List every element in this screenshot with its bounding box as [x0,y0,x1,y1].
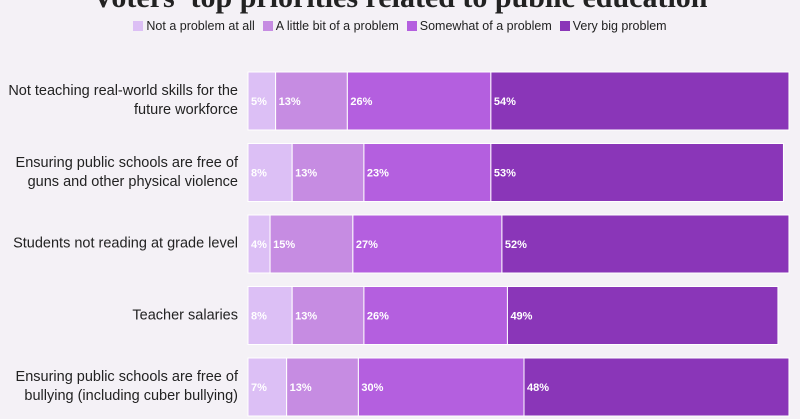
category-label: Ensuring public schools are free of guns… [15,154,238,190]
legend-label: Somewhat of a problem [419,19,552,33]
value-label: 13% [290,382,312,394]
bar-segment [506,286,779,345]
value-label: 48% [527,382,549,394]
bar-segment [490,143,784,202]
legend-swatch [559,21,570,31]
bar-segment [269,214,354,274]
value-label: 15% [273,239,295,251]
category-label: Teacher salaries [132,307,238,323]
bar-segment [363,286,508,345]
category-label: Ensuring public schools are free of bull… [15,369,238,404]
legend-swatch [262,21,273,31]
bar-segment [490,71,790,131]
bar-segment [247,71,277,131]
value-label: 54% [494,96,516,108]
bar-segment [247,286,293,345]
bar-segment [352,214,503,274]
value-label: 4% [251,239,267,251]
legend-item: A little bit of a problem [262,19,399,33]
bar-segment [357,357,525,417]
value-label: 26% [350,96,372,108]
bar-segment [501,214,790,274]
category-label: Students not reading at grade level [13,235,238,252]
legend-label: Very big problem [572,19,667,33]
legend-item: Not a problem at all [133,19,255,33]
value-label: 8% [251,311,267,323]
value-label: 53% [494,168,516,180]
legend-swatch [406,21,417,31]
legend-swatch [133,21,144,31]
legend: Not a problem at all A little bit of a pr… [0,19,800,33]
category-label: Not teaching real-world skills for the f… [8,83,238,118]
legend-label: A little bit of a problem [275,19,399,33]
value-label: 7% [251,382,267,394]
value-label: 5% [251,96,267,108]
bar-segment [247,143,293,202]
value-label: 8% [251,168,267,180]
bar-segment [523,357,790,417]
value-label: 23% [367,168,389,180]
value-label: 13% [279,96,301,108]
legend-item: Very big problem [559,19,667,33]
bar-segment [363,143,492,202]
legend-item: Somewhat of a problem [406,19,552,33]
value-label: 30% [361,382,383,394]
value-label: 26% [367,311,389,323]
chart-title: Voters' top priorities related to public… [0,0,800,15]
value-label: 52% [505,239,527,251]
value-label: 13% [295,168,317,180]
bar-segment [247,357,288,417]
bar-segment [291,286,365,345]
value-label: 49% [510,311,532,323]
legend-label: Not a problem at all [146,19,255,33]
value-label: 13% [295,311,317,323]
value-label: 27% [356,239,378,251]
